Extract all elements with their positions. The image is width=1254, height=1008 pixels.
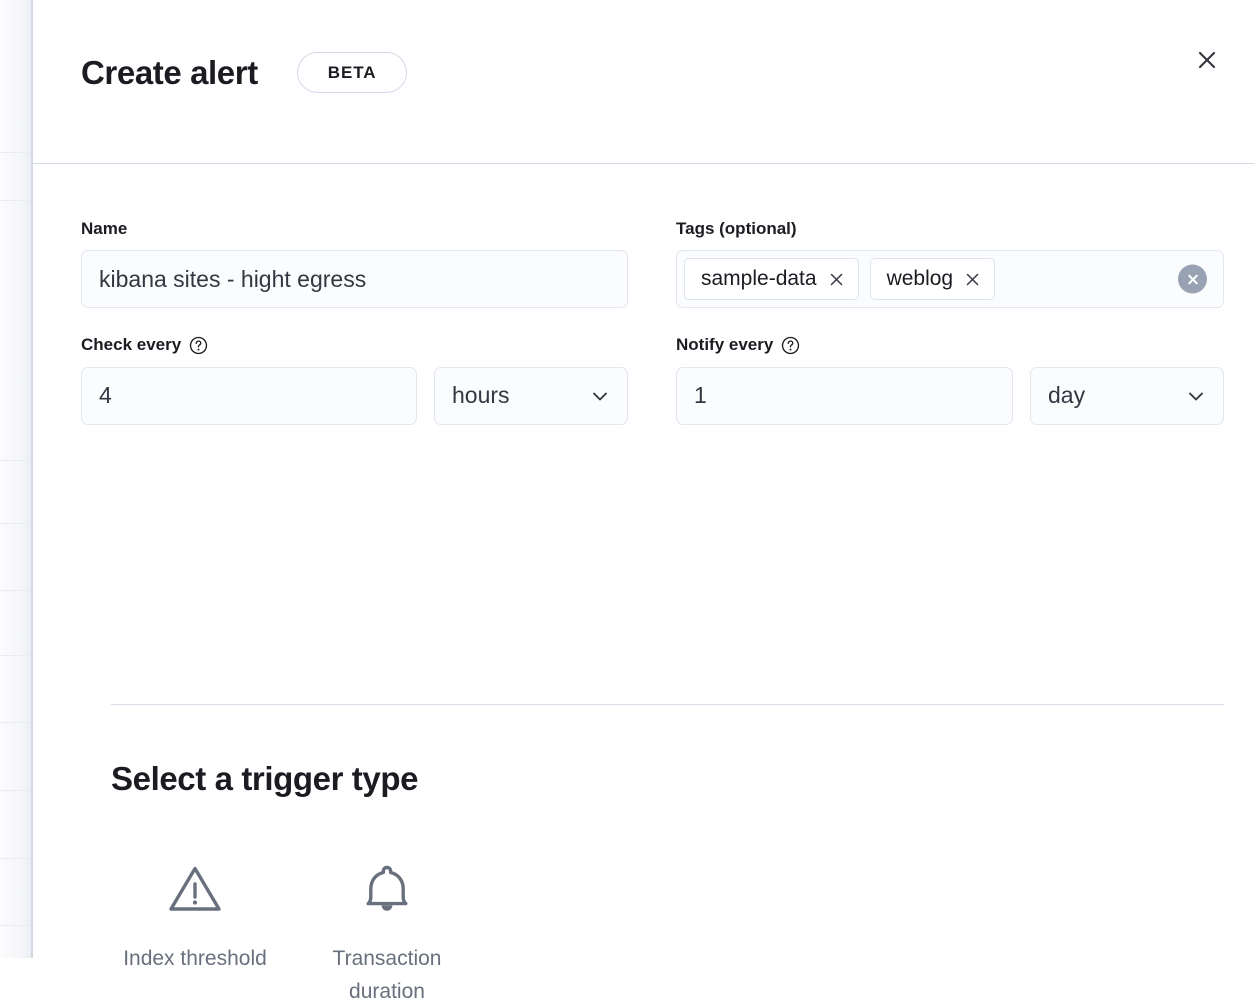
chevron-down-icon xyxy=(1185,385,1207,407)
trigger-card-list: Index threshold Transaction duration xyxy=(111,857,1224,1008)
name-label-text: Name xyxy=(81,219,128,238)
clear-all-icon[interactable] xyxy=(1178,264,1207,294)
notify-every-controls: day xyxy=(676,366,1224,425)
background-row xyxy=(0,460,31,461)
flyout-header: Create alert BETA xyxy=(33,0,1254,164)
trigger-card-label: Index threshold xyxy=(123,947,267,970)
check-every-unit-value: hours xyxy=(452,382,510,409)
field-check-every: Check every hours xyxy=(81,335,628,425)
tags-label: Tags (optional) xyxy=(676,219,1224,239)
bell-icon xyxy=(358,857,416,919)
tag-pill[interactable]: sample-data xyxy=(684,258,859,301)
background-page xyxy=(0,0,31,958)
close-icon xyxy=(1195,48,1219,75)
background-row xyxy=(0,152,31,153)
tag-pill[interactable]: weblog xyxy=(869,258,996,301)
field-notify-every: Notify every day xyxy=(676,335,1224,425)
notify-every-label: Notify every xyxy=(676,335,1224,355)
trigger-heading: Select a trigger type xyxy=(111,760,419,797)
name-input[interactable] xyxy=(81,250,628,309)
section-divider xyxy=(111,704,1224,705)
background-row xyxy=(0,858,31,859)
create-alert-flyout: Create alert BETA Name xyxy=(31,0,1254,1003)
field-name: Name xyxy=(81,219,628,309)
notify-every-label-text: Notify every xyxy=(676,335,774,355)
notify-every-unit-value: day xyxy=(1048,382,1086,409)
background-row xyxy=(0,790,31,791)
check-every-label: Check every xyxy=(81,335,628,355)
name-label: Name xyxy=(81,219,628,239)
cross-icon[interactable] xyxy=(828,271,845,288)
tags-label-text: Tags (optional) xyxy=(676,219,797,238)
background-row xyxy=(0,523,31,524)
background-row xyxy=(0,722,31,723)
check-every-label-text: Check every xyxy=(81,335,182,355)
notify-every-unit-select[interactable]: day xyxy=(1030,366,1224,425)
trigger-card-index-threshold[interactable]: Index threshold xyxy=(111,857,279,1008)
tags-combobox[interactable]: sample-data weblog xyxy=(676,250,1224,309)
notify-every-amount-input[interactable] xyxy=(676,366,1013,425)
close-button[interactable] xyxy=(1189,43,1225,79)
question-in-circle-icon[interactable] xyxy=(189,336,208,355)
background-row xyxy=(0,655,31,656)
background-row xyxy=(0,590,31,591)
warning-triangle-icon xyxy=(166,857,224,919)
tag-label: sample-data xyxy=(701,267,817,291)
tag-label: weblog xyxy=(886,267,954,291)
field-tags: Tags (optional) sample-data weblog xyxy=(676,219,1224,309)
cross-icon[interactable] xyxy=(964,271,981,288)
check-every-unit-select[interactable]: hours xyxy=(434,366,628,425)
chevron-down-icon xyxy=(589,385,611,407)
trigger-type-section: Select a trigger type Index threshold xyxy=(111,762,1224,1008)
question-in-circle-icon[interactable] xyxy=(781,336,800,355)
background-row xyxy=(0,200,31,201)
check-every-controls: hours xyxy=(81,366,628,425)
title-row: Create alert BETA xyxy=(81,52,408,93)
page-title: Create alert xyxy=(81,54,258,91)
trigger-card-label: Transaction duration xyxy=(332,947,442,1003)
trigger-card-transaction-duration[interactable]: Transaction duration xyxy=(303,857,471,1008)
alert-form: Name Tags (optional) sample-data xyxy=(81,219,1224,425)
status-badge: BETA xyxy=(296,52,408,93)
background-row xyxy=(0,925,31,926)
check-every-amount-input[interactable] xyxy=(81,366,417,425)
